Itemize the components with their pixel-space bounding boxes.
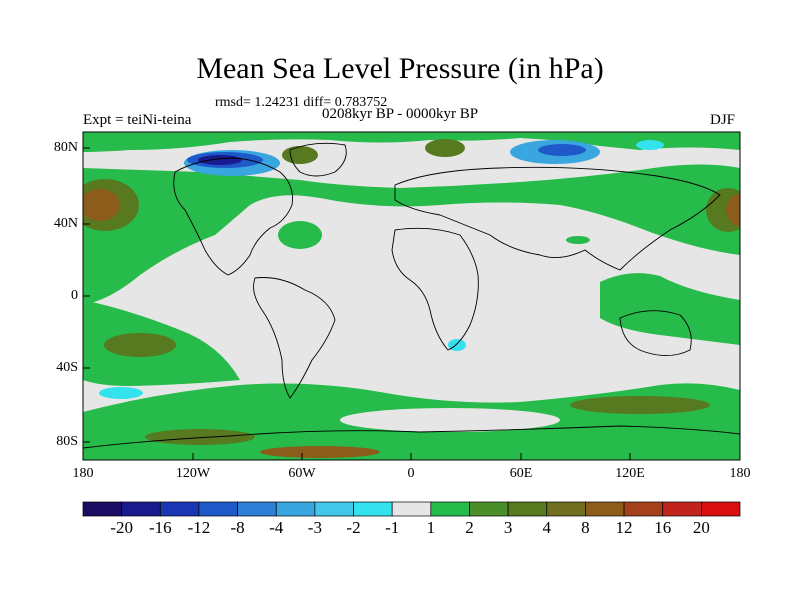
colorbar-swatch [701,501,741,517]
colorbar-swatch [121,501,161,517]
colorbar-label: 4 [542,518,552,537]
colorbar-swatch [623,501,664,517]
north-america-outline [173,157,293,276]
map-title: Mean Sea Level Pressure (in hPa) [196,52,604,85]
colorbar-swatch [198,501,238,517]
colorbar-swatch [353,501,393,517]
cyan-south-pacific [99,387,143,399]
blue-siberia-core [538,144,586,156]
africa-outline [391,227,479,351]
colorbar-label: 2 [465,518,474,537]
axis-ticks [83,147,631,460]
colorbar-label: -1 [385,518,400,537]
lat-label-0: 0 [71,288,78,303]
colorbar-swatch [662,501,702,517]
lat-label-40n: 40N [53,216,78,231]
colorbar-swatch [430,501,470,517]
gray-patch-south-atlantic [340,408,560,432]
blue-canada-deep [198,155,242,165]
lon-label-120e: 120E [615,466,645,481]
brown-antarctic [260,446,380,458]
colorbar-label: -3 [307,518,322,537]
colorbar-label: -8 [230,518,245,537]
eurasia-outline [394,166,721,271]
colorbar-swatch [585,501,625,517]
greenland-outline [289,142,347,177]
colorbar-swatch [469,501,509,517]
colorbar-swatch [507,501,548,517]
lon-label-60w: 60W [288,466,316,481]
cyan-east-siberia [636,140,664,150]
colorbar-swatch [82,501,122,517]
rmsd-diff-stats: rmsd= 1.24231 diff= 0.783752 [215,95,388,110]
colorbar-swatch [275,501,316,517]
colorbar-label: 20 [692,518,710,537]
olive-south-pacific [104,333,176,357]
australia-outline [619,310,692,356]
colorbar-swatch [546,501,586,517]
colorbar-swatch [237,501,277,517]
lon-label-60e: 60E [509,466,533,481]
olive-southern-ocean-east [570,396,710,414]
olive-greenland [282,146,318,164]
coastlines [83,142,740,449]
olive-southern-ocean-west [145,429,255,445]
cyan-south-africa [448,339,466,351]
lon-label-120w: 120W [175,466,211,481]
season-label: DJF [710,112,736,128]
green-band-north [83,164,740,305]
colorbar [82,501,741,517]
lat-label-80n: 80N [53,140,78,155]
colorbar-label: 1 [426,518,436,537]
colorbar-label: 3 [503,518,513,537]
green-band-arctic [83,132,740,152]
colorbar-label: -12 [187,518,211,537]
lon-label-180w: 180 [72,466,94,481]
lat-label-40s: 40S [56,360,78,375]
lon-label-180e: 180 [729,466,751,481]
south-america-outline [253,277,336,399]
colorbar-swatch [314,501,354,517]
colorbar-label: -2 [346,518,361,537]
lat-label-80s: 80S [56,434,78,449]
colorbar-label: -4 [269,518,284,537]
colorbar-swatch [159,501,200,517]
green-china-patch [566,236,590,244]
pressure-field [83,132,740,460]
gray-arctic-patch [348,149,368,157]
time-period: 0208kyr BP - 0000kyr BP [322,106,479,122]
colorbar-swatch [391,501,432,517]
antarctica-outline [83,425,740,449]
olive-arctic [425,139,465,157]
green-west-pacific [600,273,740,345]
colorbar-label: -20 [110,518,133,537]
colorbar-label: 16 [654,518,672,537]
colorbar-label: 12 [615,518,633,537]
lon-label-0: 0 [407,466,415,481]
green-atlantic-patch [278,221,322,249]
colorbar-label: -16 [148,518,172,537]
brown-north-pacific-west [83,189,120,221]
colorbar-label: 8 [581,518,590,537]
brown-north-pacific-east [726,194,740,226]
experiment-label: Expt = teiNi-teina [83,112,192,128]
